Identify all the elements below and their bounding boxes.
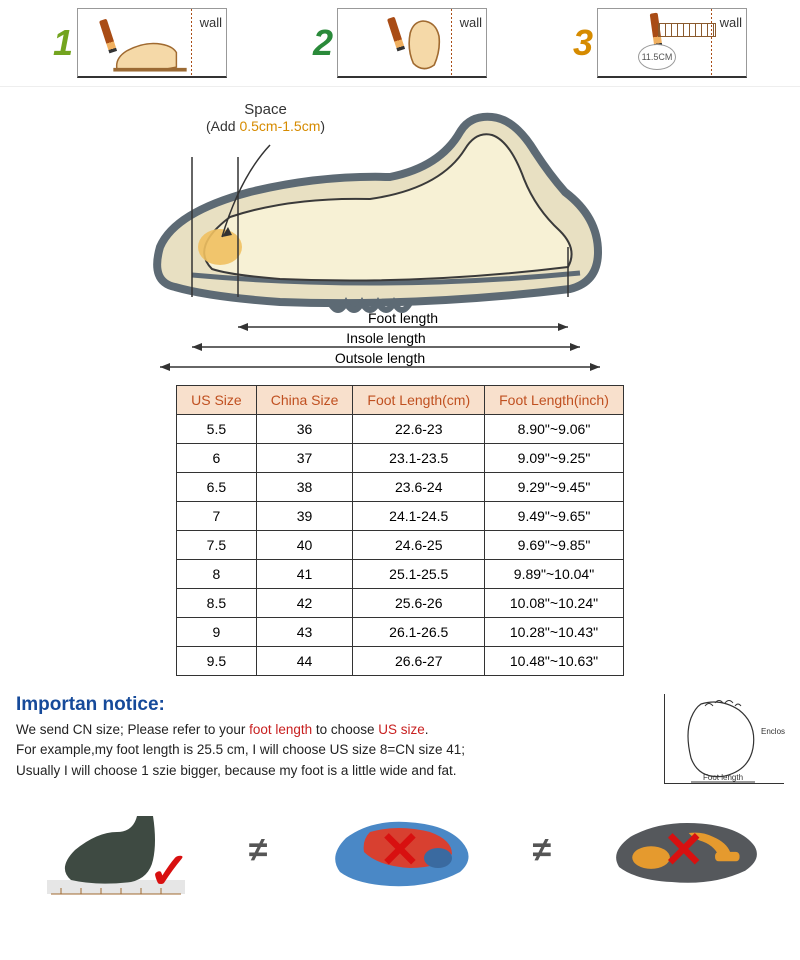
not-equal-icon: ≠ bbox=[533, 831, 552, 870]
cmp-foot-sock: ✓ bbox=[36, 800, 196, 900]
step-3-box: wall 11.5CM bbox=[597, 8, 747, 78]
table-row: 5.53622.6-238.90"~9.06" bbox=[177, 415, 624, 444]
wall-line bbox=[191, 9, 192, 76]
not-equal-icon: ≠ bbox=[249, 831, 268, 870]
svg-text:Insole length: Insole length bbox=[346, 330, 425, 346]
wall-label: wall bbox=[460, 15, 482, 30]
wall-line bbox=[451, 9, 452, 76]
step-3: 3 wall 11.5CM bbox=[573, 8, 747, 78]
step-1-number: 1 bbox=[53, 22, 71, 64]
table-row: 9.54426.6-2710.48"~10.63" bbox=[177, 647, 624, 676]
foot-top-icon bbox=[398, 17, 448, 73]
svg-text:Enclose: Enclose bbox=[761, 727, 785, 736]
svg-text:Foot length: Foot length bbox=[703, 773, 743, 782]
foot-side-icon bbox=[112, 29, 188, 73]
step-2-box: wall bbox=[337, 8, 487, 78]
cmp-outsole: ✕ bbox=[604, 800, 764, 900]
col-us: US Size bbox=[177, 386, 257, 415]
col-cn: China Size bbox=[256, 386, 353, 415]
step-3-number: 3 bbox=[573, 22, 591, 64]
cross-icon: ✕ bbox=[663, 825, 705, 875]
step-2-number: 2 bbox=[313, 22, 331, 64]
shoe-cross-section: Foot length Insole length Outsole length bbox=[120, 97, 680, 377]
wall-label: wall bbox=[720, 15, 742, 30]
foot-outline-sketch: Enclose Foot length bbox=[664, 694, 784, 784]
shoe-diagram: Space (Add 0.5cm-1.5cm) Foot length bbox=[0, 87, 800, 377]
ruler-icon bbox=[658, 23, 716, 37]
space-title: Space bbox=[206, 101, 325, 118]
notice-body: We send CN size; Please refer to your fo… bbox=[16, 720, 654, 781]
svg-text:Foot length: Foot length bbox=[368, 310, 438, 326]
table-row: 94326.1-26.510.28"~10.43" bbox=[177, 618, 624, 647]
important-notice: Importan notice: We send CN size; Please… bbox=[0, 688, 800, 794]
col-inch: Foot Length(inch) bbox=[485, 386, 624, 415]
cross-icon: ✕ bbox=[379, 825, 421, 875]
step-2: 2 wall bbox=[313, 8, 487, 78]
step-1-box: wall bbox=[77, 8, 227, 78]
notice-text: Importan notice: We send CN size; Please… bbox=[16, 694, 654, 784]
table-row: 63723.1-23.59.09"~9.25" bbox=[177, 444, 624, 473]
table-row: 7.54024.6-259.69"~9.85" bbox=[177, 531, 624, 560]
svg-text:Outsole length: Outsole length bbox=[335, 350, 425, 366]
table-row: 73924.1-24.59.49"~9.65" bbox=[177, 502, 624, 531]
table-row: 8.54225.6-2610.08"~10.24" bbox=[177, 589, 624, 618]
space-subtitle: (Add 0.5cm-1.5cm) bbox=[206, 118, 325, 134]
wall-label: wall bbox=[200, 15, 222, 30]
measurement-bubble: 11.5CM bbox=[638, 44, 676, 70]
measurement-steps: 1 wall 2 wall 3 wall 11.5CM bbox=[0, 0, 800, 87]
wall-line bbox=[711, 9, 712, 76]
step-1: 1 wall bbox=[53, 8, 227, 78]
notice-title: Importan notice: bbox=[16, 694, 654, 716]
table-row: 6.53823.6-249.29"~9.45" bbox=[177, 473, 624, 502]
comparison-row: ✓ ≠ ✕ ≠ ✕ bbox=[0, 794, 800, 914]
table-header-row: US Size China Size Foot Length(cm) Foot … bbox=[177, 386, 624, 415]
size-chart-table: US Size China Size Foot Length(cm) Foot … bbox=[176, 385, 624, 676]
table-row: 84125.1-25.59.89"~10.04" bbox=[177, 560, 624, 589]
space-label: Space (Add 0.5cm-1.5cm) bbox=[206, 101, 325, 134]
check-icon: ✓ bbox=[148, 846, 190, 896]
col-cm: Foot Length(cm) bbox=[353, 386, 485, 415]
cmp-insole: ✕ bbox=[320, 800, 480, 900]
